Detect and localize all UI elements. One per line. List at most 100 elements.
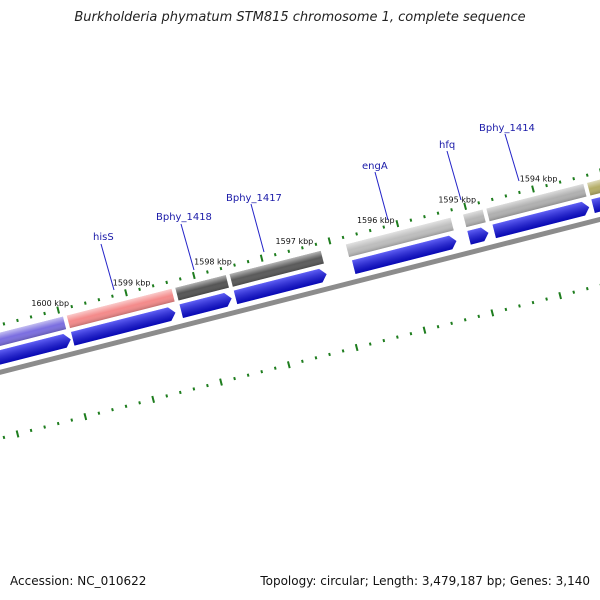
kbp-major-tick — [259, 254, 264, 262]
kbp-major-tick — [286, 361, 291, 369]
kbp-minor-tick — [70, 418, 74, 422]
kbp-minor-tick — [368, 342, 372, 346]
sequence-summary: Topology: circular; Length: 3,479,187 bp… — [260, 574, 590, 588]
gene-label-Bphy_1417[interactable]: Bphy_1417 — [226, 193, 282, 204]
gene-label-hfq[interactable]: hfq — [439, 140, 455, 151]
kbp-minor-tick — [314, 356, 318, 360]
map-title: Burkholderia phymatum STM815 chromosome … — [74, 10, 526, 25]
kbp-minor-tick — [328, 352, 331, 357]
kbp-minor-tick — [314, 242, 318, 247]
gene-bar-shading — [463, 209, 486, 228]
kbp-minor-tick — [43, 425, 46, 429]
gene-label-Bphy_1418[interactable]: Bphy_1418 — [156, 212, 212, 223]
kbp-label: 1594 kbp — [520, 175, 558, 184]
kbp-minor-tick — [219, 266, 223, 271]
kbp-minor-tick — [341, 349, 345, 353]
gene-bar-shading — [486, 183, 587, 222]
kbp-major-tick — [395, 219, 400, 228]
gene-label-Bphy_1414[interactable]: Bphy_1414 — [479, 123, 535, 134]
accession-value: NC_010622 — [77, 574, 147, 588]
kbp-minor-tick — [490, 197, 494, 202]
kbp-major-tick — [83, 413, 88, 421]
accession-label: Accession: — [10, 574, 74, 588]
kbp-minor-tick — [396, 335, 399, 339]
kbp-minor-tick — [246, 373, 250, 377]
kbp-minor-tick — [301, 246, 304, 250]
kbp-major-tick — [531, 185, 535, 193]
gene-bar-shading — [175, 275, 229, 301]
kbp-minor-tick — [463, 318, 467, 322]
cds-row — [0, 186, 600, 369]
kbp-minor-tick — [111, 294, 114, 298]
kbp-minor-tick — [423, 214, 426, 219]
kbp-tick-row-lower — [2, 283, 600, 440]
kbp-minor-tick — [70, 304, 74, 309]
kbp-major-tick — [327, 237, 332, 245]
kbp-minor-tick — [97, 411, 101, 415]
kbp-minor-tick — [138, 287, 141, 292]
kbp-minor-tick — [233, 263, 236, 267]
gene-bar-shading — [345, 217, 454, 258]
kbp-minor-tick — [558, 180, 562, 184]
kbp-minor-tick — [518, 190, 521, 195]
length-label: Length: — [372, 574, 419, 588]
cds-arrow-shading — [352, 235, 457, 274]
topology-label: Topology: — [260, 574, 317, 588]
kbp-minor-tick — [531, 300, 535, 305]
cds-arrow-shading — [179, 293, 232, 318]
kbp-minor-tick — [382, 338, 386, 343]
gene-bar-shading — [66, 288, 175, 329]
kbp-major-tick — [422, 326, 427, 334]
kbp-minor-tick — [2, 435, 6, 440]
kbp-minor-tick — [111, 408, 114, 412]
kbp-label-row: 1600 kbp 1599 kbp 1598 kbp 1597 kbp 1596 kbp… — [31, 175, 558, 308]
kbp-minor-tick — [260, 369, 264, 374]
kbp-minor-tick — [409, 331, 413, 336]
kbp-minor-tick — [585, 286, 589, 291]
kbp-minor-tick — [29, 315, 33, 319]
kbp-minor-tick — [192, 387, 196, 391]
kbp-label: 1600 kbp — [31, 299, 69, 308]
gene-label-leader — [374, 171, 389, 221]
kbp-label: 1597 kbp — [276, 237, 314, 246]
kbp-major-tick — [354, 343, 359, 352]
genes-label: Genes: — [509, 574, 552, 588]
kbp-minor-tick — [43, 311, 46, 316]
cds-arrow-shading — [71, 307, 176, 346]
kbp-minor-tick — [382, 225, 386, 229]
kbp-minor-tick — [206, 270, 209, 274]
kbp-minor-tick — [368, 228, 372, 233]
kbp-minor-tick — [450, 208, 453, 212]
kbp-minor-tick — [436, 211, 440, 215]
cds-arrow-shading — [492, 201, 590, 239]
cds-arrow-shading — [0, 334, 71, 369]
kbp-minor-tick — [545, 297, 548, 301]
kbp-minor-tick — [246, 259, 250, 264]
gene-label-leader — [446, 150, 462, 201]
kbp-minor-tick — [97, 297, 101, 302]
gene-label-engA[interactable]: engA — [362, 161, 388, 172]
kbp-minor-tick — [572, 290, 576, 294]
kbp-major-tick — [558, 291, 562, 300]
gene-label-leader — [504, 133, 520, 182]
kbp-minor-tick — [585, 173, 589, 177]
kbp-minor-tick — [504, 194, 508, 198]
length-value: 3,479,187 bp — [421, 574, 502, 588]
kbp-minor-tick — [572, 176, 576, 181]
gene-label-hisS[interactable]: hisS — [93, 232, 114, 243]
kbp-minor-tick — [504, 307, 508, 312]
kbp-major-tick — [15, 430, 20, 438]
kbp-label: 1596 kbp — [357, 216, 395, 225]
kbp-minor-tick — [178, 277, 182, 281]
kbp-minor-tick — [341, 235, 345, 240]
kbp-minor-tick — [206, 383, 209, 388]
kbp-minor-tick — [56, 421, 60, 426]
kbp-major-tick — [151, 395, 156, 403]
kbp-minor-tick — [178, 390, 182, 395]
kbp-minor-tick — [477, 201, 481, 205]
kbp-minor-tick — [287, 249, 291, 253]
kbp-major-tick — [463, 202, 467, 210]
gene-feature-row — [0, 173, 600, 351]
kbp-label: 1599 kbp — [113, 278, 151, 287]
kbp-minor-tick — [233, 376, 236, 381]
